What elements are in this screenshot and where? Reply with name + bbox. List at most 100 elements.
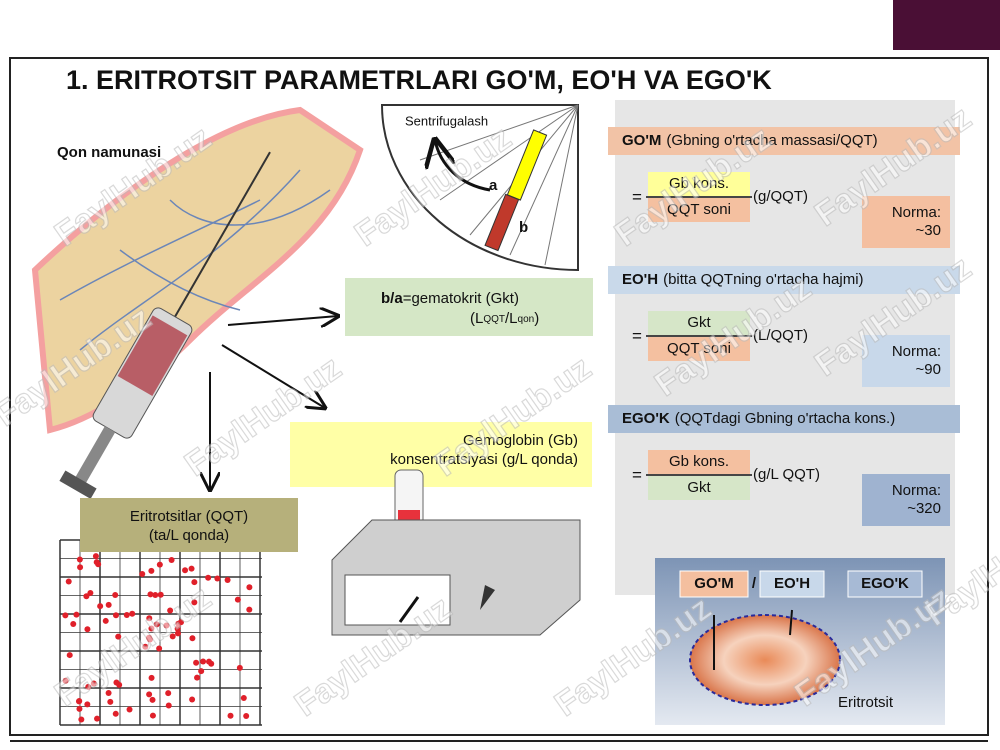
- red-cell: [65, 578, 72, 585]
- red-cell: [147, 591, 154, 598]
- red-cell: [129, 610, 136, 617]
- erythrocytes-line: Eritrotsitlar (QQT): [130, 508, 248, 525]
- red-cell: [70, 621, 77, 628]
- red-cell: [105, 690, 112, 697]
- norm-box: [862, 196, 950, 248]
- norm-label: Norma:: [892, 343, 941, 360]
- denominator-box: [648, 476, 750, 500]
- denominator: QQT soni: [667, 201, 731, 218]
- red-cell: [198, 668, 205, 675]
- denominator: QQT soni: [667, 340, 731, 357]
- numerator-box: [648, 311, 750, 335]
- index-abbr: EGO'K: [622, 410, 670, 427]
- gauge: [344, 574, 451, 626]
- red-cell: [148, 625, 155, 632]
- red-cell: [112, 592, 119, 599]
- counting-grid: [59, 539, 262, 726]
- units-part: (L: [470, 310, 483, 327]
- red-cell: [224, 577, 231, 584]
- index-header: [608, 266, 960, 294]
- numerator-box: [648, 172, 750, 196]
- tube-cells: [484, 193, 520, 252]
- red-cell: [174, 625, 181, 632]
- red-cell: [149, 712, 156, 719]
- erythrocytes-line: (ta/L qonda): [149, 527, 229, 544]
- norm-label: Norma:: [892, 204, 941, 221]
- numerator-box: [648, 450, 750, 474]
- pointer: [789, 609, 793, 636]
- red-cell: [149, 696, 156, 703]
- tag: [847, 570, 923, 598]
- tag-label: GO'M: [694, 575, 733, 592]
- red-cell: [243, 713, 250, 720]
- red-cell: [107, 698, 114, 705]
- numerator: Gb kons.: [669, 453, 729, 470]
- red-cell: [165, 690, 172, 697]
- red-cell: [152, 591, 159, 598]
- red-cell: [112, 710, 119, 717]
- red-cell: [148, 674, 155, 681]
- red-cell: [236, 664, 243, 671]
- red-cell: [139, 570, 146, 577]
- sample-label: Qon namunasi: [57, 144, 161, 161]
- hemoglobin-box: [290, 422, 592, 487]
- red-cell: [194, 674, 201, 681]
- index-description: (bitta QQTning o'rtacha hajmi): [663, 271, 863, 288]
- frame: [9, 57, 989, 736]
- red-cell: [93, 559, 100, 566]
- norm-label: Norma:: [892, 482, 941, 499]
- red-cell: [84, 626, 91, 633]
- red-cell: [193, 659, 200, 666]
- red-cell: [97, 603, 104, 610]
- red-cell: [126, 706, 133, 713]
- red-cell: [85, 683, 92, 690]
- red-cell: [148, 567, 155, 574]
- index-title: EGO'K (QQTdagi Gbning o'rtacha kons.): [622, 410, 895, 427]
- red-cell: [83, 593, 90, 600]
- red-cell: [115, 633, 122, 640]
- tag-label: EO'H: [774, 575, 810, 592]
- red-cell: [92, 553, 99, 560]
- red-cell: [182, 567, 189, 574]
- hematocrit-text: b/a=gematokrit (Gkt): [381, 290, 519, 307]
- tag-label: EGO'K: [861, 575, 909, 592]
- denominator-box: [648, 198, 750, 222]
- index-header: [608, 405, 960, 433]
- equals: =: [632, 187, 642, 206]
- denominator: Gkt: [687, 479, 711, 496]
- label-b: b: [519, 219, 528, 236]
- norm-value: ~320: [907, 500, 941, 517]
- red-cell: [76, 556, 83, 563]
- hematocrit-box: [345, 278, 593, 336]
- equals: =: [632, 465, 642, 484]
- red-cell: [205, 658, 212, 665]
- knob: [480, 585, 495, 610]
- red-cell: [246, 584, 253, 591]
- red-cell: [169, 633, 176, 640]
- red-cell: [78, 716, 85, 723]
- red-cell: [168, 556, 175, 563]
- red-cell: [112, 612, 119, 619]
- red-cell: [75, 698, 82, 705]
- red-cell: [62, 612, 69, 619]
- unit: (L/QQT): [753, 327, 808, 344]
- red-cell: [174, 630, 181, 637]
- red-cell: [62, 677, 69, 684]
- red-cell: [191, 599, 198, 606]
- norm-value: ~30: [916, 222, 941, 239]
- needle: [398, 596, 420, 623]
- syringe: [59, 151, 271, 499]
- red-cell: [191, 579, 198, 586]
- red-cell: [188, 565, 195, 572]
- corner-block: [893, 0, 1000, 50]
- norm-box: [862, 474, 950, 526]
- erythrocyte: [689, 614, 841, 706]
- red-cell: [66, 652, 73, 659]
- red-cell: [214, 575, 221, 582]
- units-part: /L: [505, 310, 518, 327]
- red-cell: [76, 705, 83, 712]
- red-cell: [165, 702, 172, 709]
- red-cell: [105, 601, 112, 608]
- red-cell: [142, 643, 149, 650]
